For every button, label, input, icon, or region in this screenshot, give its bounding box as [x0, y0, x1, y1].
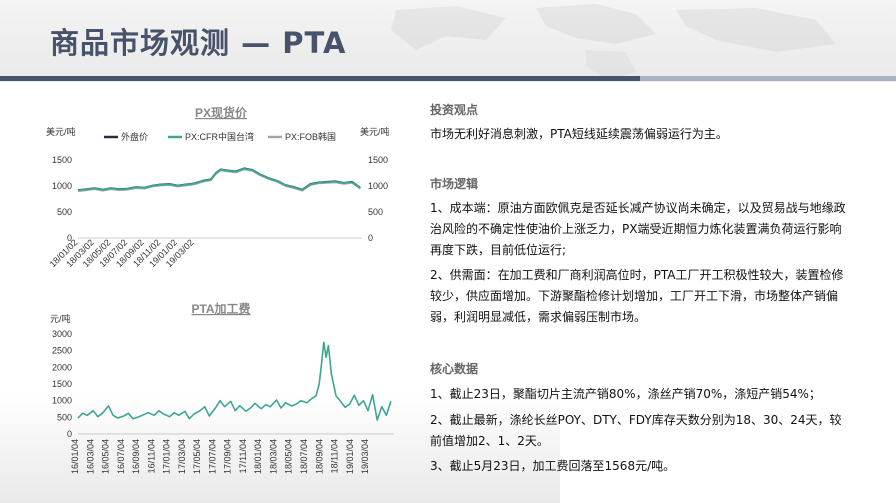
y-axis-label: 元/吨 — [50, 313, 71, 324]
header-divider-light — [640, 76, 896, 81]
chart-title: PX现货价 — [195, 105, 248, 120]
y-tick-label: 0 — [67, 233, 72, 243]
x-tick-label: 16/09/04 — [131, 439, 141, 474]
x-tick-label: 18/07/04 — [299, 439, 309, 474]
plot-area — [77, 167, 361, 193]
core-data-2: 2、截止最新，涤纶长丝POY、DTY、FDY库存天数分别为18、30、24天，较… — [430, 413, 842, 448]
x-tick-label: 16/05/04 — [101, 439, 111, 474]
x-tick-label: 18/03/04 — [268, 439, 278, 474]
x-tick-label: 16/01/04 — [70, 439, 80, 474]
x-tick-label: 19/01/04 — [345, 439, 355, 474]
background-decoration — [0, 395, 560, 503]
world-map-watermark — [391, 4, 836, 80]
x-tick-label: 17/01/04 — [162, 439, 172, 474]
x-tick-label: 18/11/04 — [330, 439, 340, 473]
legend-label: 外盘价 — [121, 131, 148, 142]
view-section-title: 投资观点 — [430, 103, 479, 117]
y2-tick-label: 1500 — [368, 155, 388, 165]
header-divider-dark — [0, 76, 640, 81]
x-tick-label: 18/01/04 — [253, 439, 263, 474]
header-band — [0, 0, 896, 82]
y-tick-label: 1000 — [52, 396, 72, 406]
y-tick-label: 1000 — [52, 181, 72, 191]
view-text: 市场无利好消息刺激，PTA短线延续震荡偏弱运行为主。 — [430, 127, 728, 141]
series-line-1 — [77, 167, 361, 192]
logic-point-2: 2、供需面：在加工费和厂商利润高位时，PTA工厂开工积极性较大，装置检修较少，供… — [430, 268, 844, 324]
x-tick-label: 18/09/04 — [314, 439, 324, 474]
y-tick-label: 500 — [57, 207, 72, 217]
x-tick-label: 16/03/04 — [85, 439, 95, 474]
y-axis: 0 500 1000 1500 — [52, 155, 362, 243]
x-axis: 16/01/04 16/03/04 16/05/04 16/07/04 16/09/04… — [70, 439, 370, 474]
x-tick-label: 16/11/04 — [146, 439, 156, 473]
core-data-3: 3、截止5月23日，加工费回落至1568元/吨。 — [430, 459, 676, 473]
y2-tick-label: 500 — [368, 207, 383, 217]
x-tick-label: 17/05/04 — [192, 439, 202, 474]
y2-tick-label: 0 — [368, 233, 373, 243]
x-tick-label: 17/03/04 — [177, 439, 187, 474]
series-line-0 — [77, 341, 392, 421]
y-axis-label-left: 美元/吨 — [46, 126, 76, 137]
y-tick-label: 1500 — [52, 379, 72, 389]
x-tick-label: 18/05/04 — [284, 439, 294, 474]
pta-processing-fee-chart: PTA加工费 元/吨 0 500 1000 1500 2000 2500 3000 16/0… — [50, 301, 394, 474]
y-axis: 0 500 1000 1500 2000 2500 3000 — [52, 329, 394, 439]
y-tick-label: 0 — [67, 429, 72, 439]
plot-area — [77, 341, 392, 421]
page-title: 商品市场观测 — PTA — [50, 26, 347, 60]
y2-tick-label: 1000 — [368, 181, 388, 191]
x-tick-label: 17/07/04 — [207, 439, 217, 474]
y-tick-label: 2000 — [52, 362, 72, 372]
legend-label: PX:FOB韩国 — [285, 131, 336, 142]
x-tick-label: 17/11/04 — [238, 439, 248, 473]
y-tick-label: 1500 — [52, 155, 72, 165]
y-tick-label: 2500 — [52, 346, 72, 356]
logic-section-title: 市场逻辑 — [430, 177, 479, 191]
core-data-1: 1、截止23日，聚酯切片主流产销80%，涤丝产销70%，涤短产销54%； — [430, 387, 821, 401]
x-tick-label: 17/09/04 — [223, 439, 233, 474]
x-tick-label: 16/07/04 — [116, 439, 126, 474]
y-axis-label-right: 美元/吨 — [360, 126, 390, 137]
y-axis-right: 0 500 1000 1500 — [368, 155, 388, 243]
chart-legend: 外盘价 PX:CFR中国台湾 PX:FOB韩国 — [104, 131, 336, 142]
core-data-section-title: 核心数据 — [430, 362, 479, 376]
legend-label: PX:CFR中国台湾 — [185, 131, 254, 142]
logic-point-1: 1、成本端：原油方面欧佩克是否延长减产协议尚未确定，以及贸易战与地缘政治风险的不… — [430, 201, 846, 257]
chart-title: PTA加工费 — [191, 301, 250, 316]
y-tick-label: 3000 — [52, 329, 72, 339]
y-tick-label: 500 — [57, 412, 72, 422]
x-tick-label: 19/03/04 — [360, 439, 370, 474]
px-price-chart: PX现货价 美元/吨 美元/吨 外盘价 PX:CFR中国台湾 PX:FOB韩国 0 5… — [46, 105, 390, 269]
